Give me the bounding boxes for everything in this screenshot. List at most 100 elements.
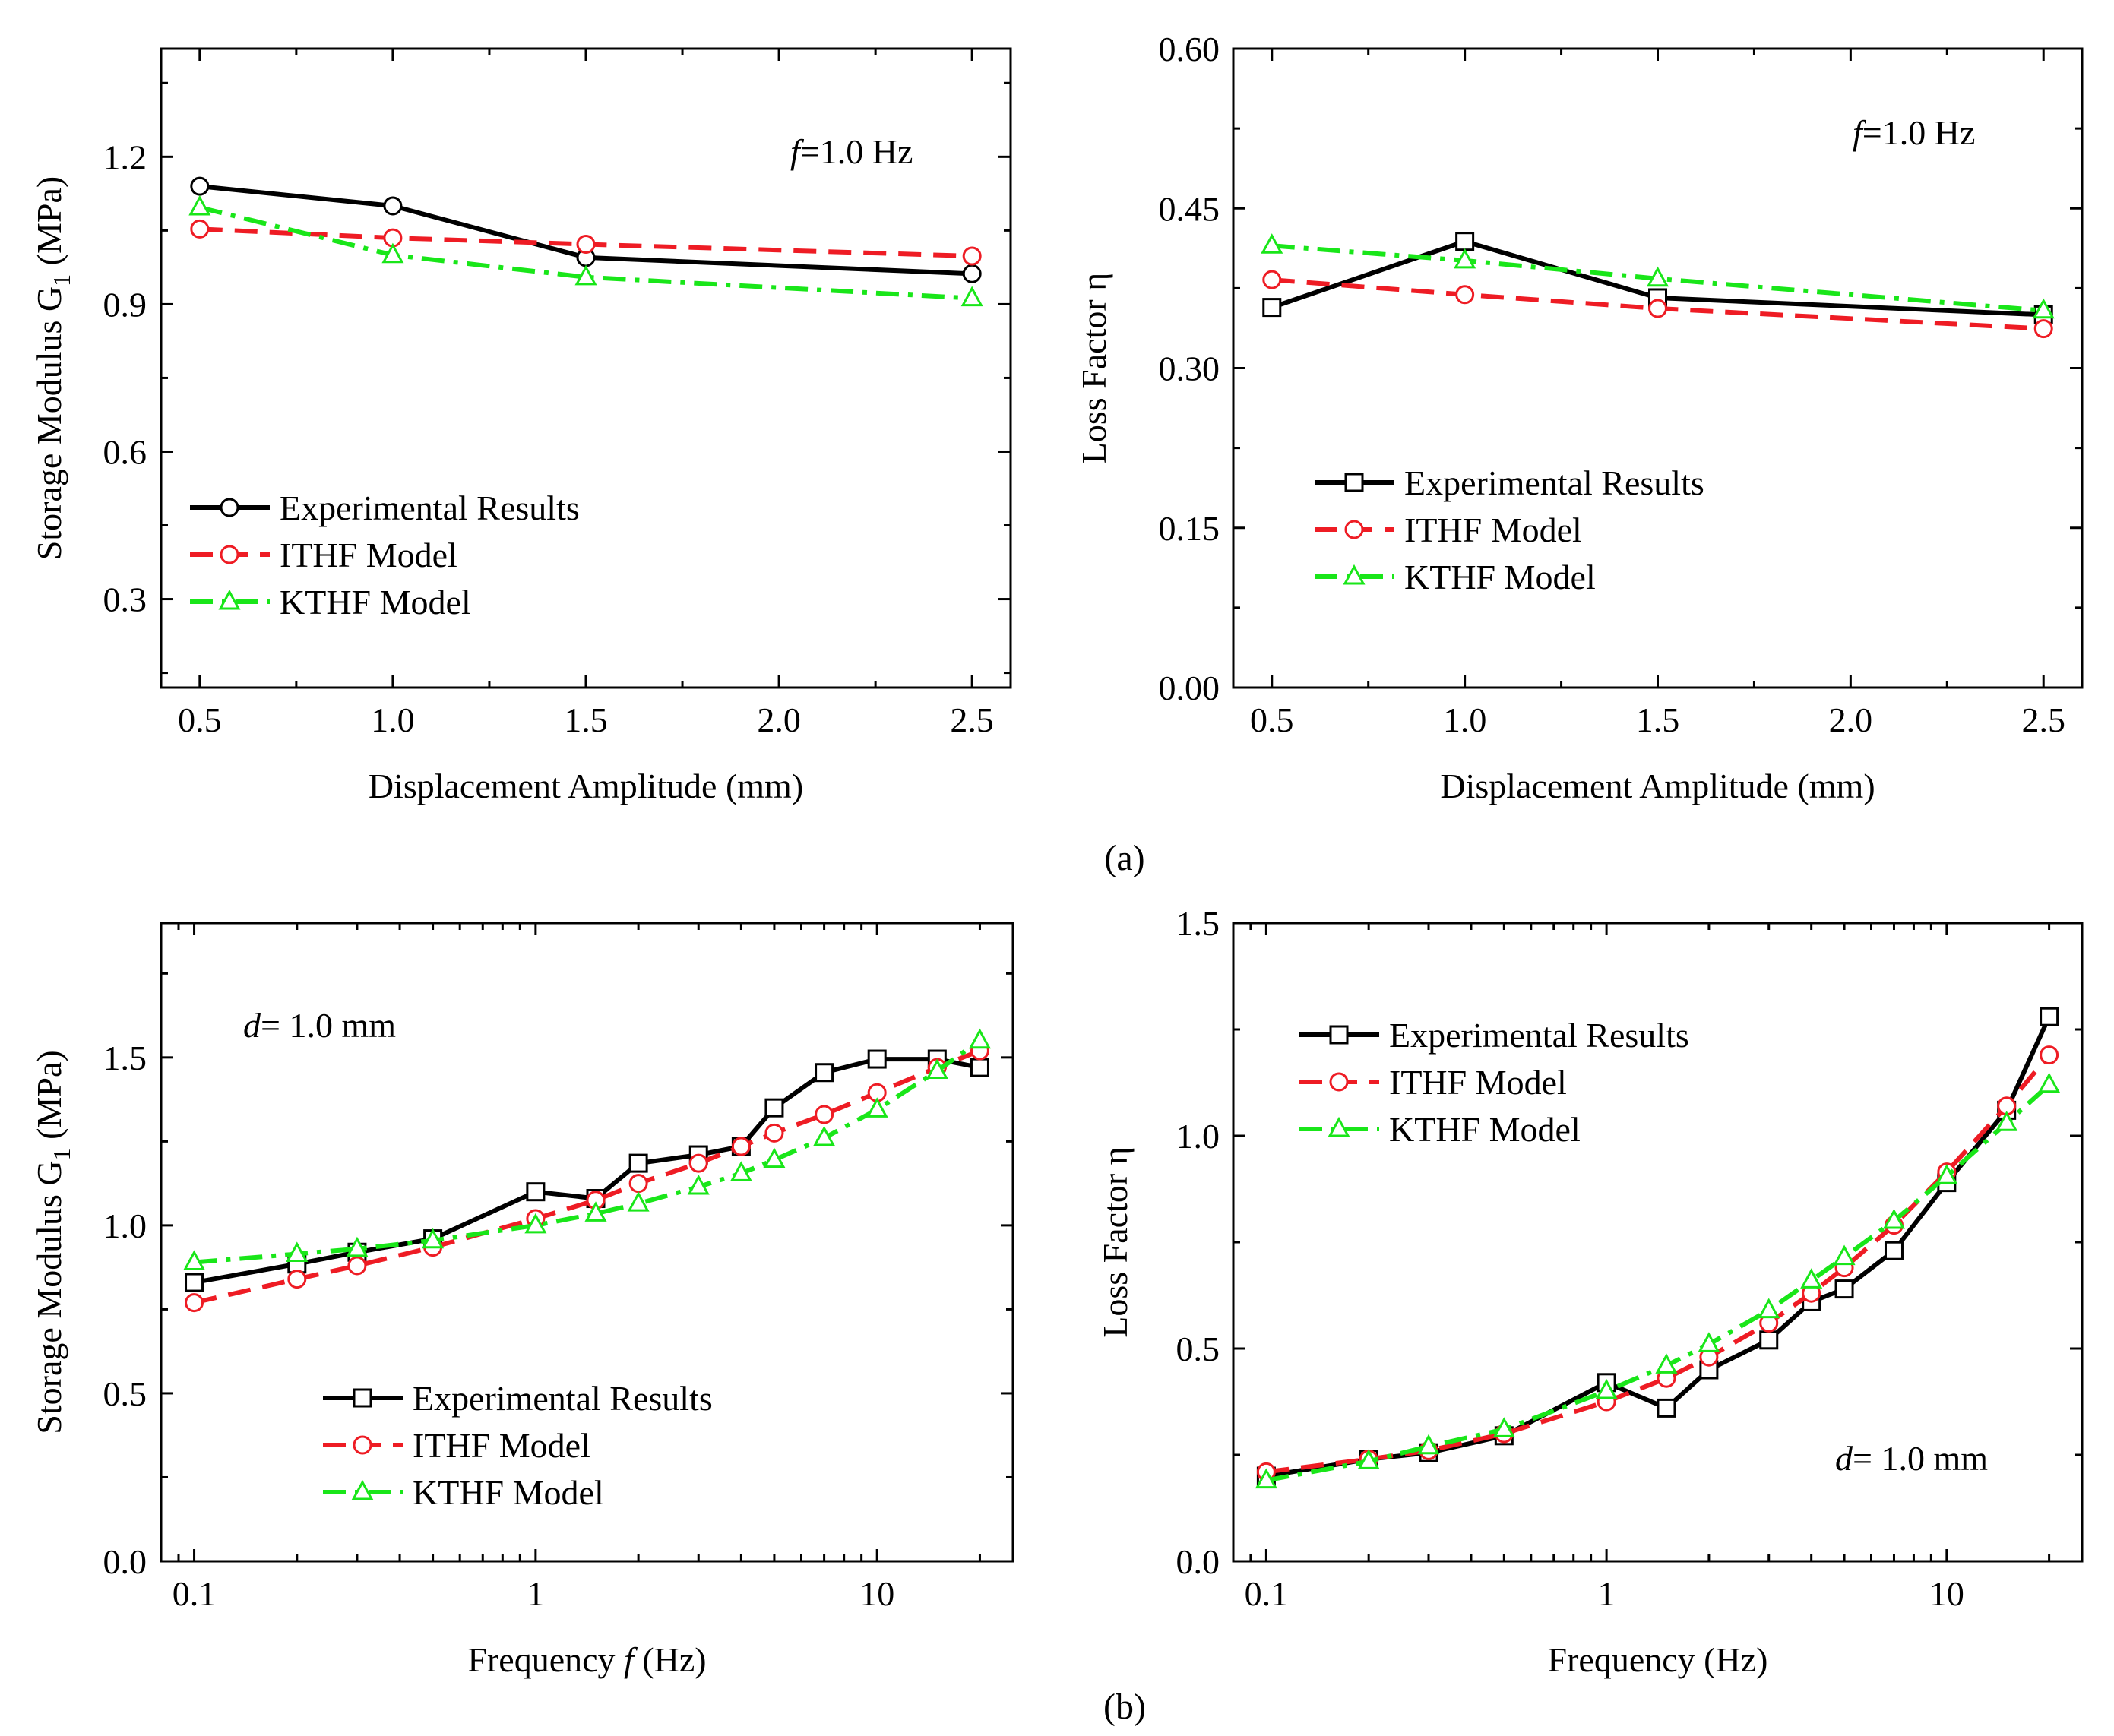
chart-storage-modulus-vs-frequency: 0.1 1 10 0.0 0.5 1.0 1.5 Frequency f (Hz) Storag… <box>30 922 1014 1679</box>
data-point-experimental <box>815 1063 834 1083</box>
data-point-kthf <box>183 1250 206 1271</box>
y-tick-label: 0.60 <box>1159 30 1220 68</box>
data-point-kthf <box>1595 1378 1618 1399</box>
x-tick-label: 0.1 <box>1245 1574 1289 1613</box>
series-line-experimental <box>193 1057 981 1285</box>
data-point-kthf <box>524 1213 547 1234</box>
legend-marker-kthf <box>1328 1116 1350 1137</box>
data-point-experimental <box>970 1058 989 1077</box>
data-point-kthf <box>729 1161 752 1181</box>
x-tick-label: 2.5 <box>2021 700 2065 739</box>
data-point-kthf <box>627 1191 650 1212</box>
legend-marker-experimental <box>1329 1025 1349 1045</box>
x-tick-label: 2.0 <box>1829 700 1873 739</box>
data-point-kthf <box>1417 1434 1440 1455</box>
data-point-kthf <box>346 1236 369 1257</box>
data-point-kthf <box>1655 1353 1678 1374</box>
series-line-kthf <box>194 1039 982 1265</box>
x-tick-label: 0.5 <box>178 700 222 739</box>
data-point-kthf <box>1698 1332 1720 1352</box>
series-kthf <box>188 194 983 307</box>
data-point-kthf <box>1800 1268 1823 1289</box>
x-tick-label: 10 <box>1929 1574 1964 1613</box>
series-line-kthf <box>199 205 973 301</box>
data-point-experimental <box>867 1049 887 1069</box>
legend-label-kthf: KTHF Model <box>1404 558 1596 596</box>
series-kthf <box>1255 1072 2061 1489</box>
legend: Experimental Results ITHF Model KTHF Model <box>190 489 580 621</box>
legend-marker-ithf <box>220 545 239 564</box>
panel-label-a: (a) <box>1104 838 1144 878</box>
data-point-kthf <box>1995 1111 2018 1131</box>
x-tick-label: 0.5 <box>1250 700 1294 739</box>
data-point-ithf <box>815 1105 834 1124</box>
condition-annotation: d= 1.0 mm <box>1835 1439 1988 1478</box>
data-point-experimental <box>526 1182 546 1202</box>
panel-label-b: (b) <box>1103 1687 1146 1727</box>
data-point-ithf <box>2040 1045 2059 1065</box>
data-point-experimental <box>185 1273 204 1292</box>
y-axis-label: Loss Factor η <box>1096 1146 1135 1337</box>
data-point-ithf <box>764 1123 784 1143</box>
data-point-kthf <box>1454 248 1476 269</box>
data-point-kthf <box>422 1228 445 1249</box>
y-axis-label: Storage Modulus G1 (MPa) <box>30 1050 75 1434</box>
data-point-kthf <box>813 1125 836 1146</box>
series-kthf <box>1261 233 2055 319</box>
data-point-kthf <box>926 1058 948 1080</box>
legend-marker-experimental <box>1344 473 1364 492</box>
legend-label-experimental: Experimental Results <box>1389 1016 1689 1055</box>
condition-annotation: d= 1.0 mm <box>243 1006 396 1045</box>
y-tick-label: 0.30 <box>1159 349 1220 388</box>
data-point-experimental <box>962 264 982 283</box>
x-tick-label: 1.0 <box>371 700 415 739</box>
data-point-ithf <box>190 219 210 239</box>
data-point-experimental <box>2040 1007 2059 1026</box>
data-point-kthf <box>1261 233 1283 254</box>
x-tick-label: 1 <box>1598 1574 1616 1613</box>
series-line-kthf <box>1271 243 2044 313</box>
data-point-experimental <box>764 1098 784 1118</box>
data-point-experimental <box>1834 1279 1854 1299</box>
data-point-ithf <box>688 1153 708 1173</box>
data-point-ithf <box>347 1256 367 1276</box>
data-point-experimental <box>1884 1241 1904 1260</box>
legend-label-ithf: ITHF Model <box>1389 1063 1567 1102</box>
x-tick-label: 1.0 <box>1443 700 1487 739</box>
data-point-ithf <box>185 1293 204 1313</box>
series-line-kthf <box>1265 1083 2051 1483</box>
legend-label-kthf: KTHF Model <box>280 583 471 621</box>
y-tick-label: 0.9 <box>103 285 147 324</box>
y-tick-label: 0.00 <box>1159 669 1220 707</box>
data-point-ithf <box>1648 299 1667 318</box>
data-point-ithf <box>628 1174 648 1194</box>
legend-label-experimental: Experimental Results <box>280 489 580 527</box>
data-point-kthf <box>2032 298 2055 319</box>
y-tick-label: 0.0 <box>103 1542 147 1581</box>
x-tick-label: 10 <box>859 1574 894 1613</box>
y-tick-label: 0.5 <box>1176 1330 1220 1368</box>
y-tick-label: 0.5 <box>103 1374 147 1413</box>
data-point-ithf <box>287 1270 307 1289</box>
legend: Experimental Results ITHF Model KTHF Model <box>323 1379 713 1512</box>
condition-annotation: f=1.0 Hz <box>790 132 913 171</box>
y-axis-label: Storage Modulus G1 (MPa) <box>30 176 75 560</box>
chart-loss-factor-vs-amplitude: 0.5 1.0 1.5 2.0 2.5 0.00 0.15 0.30 0.45 0.60 Displ… <box>1074 30 2084 805</box>
legend-marker-kthf <box>351 1479 374 1500</box>
y-tick-label: 0.15 <box>1159 509 1220 548</box>
series-kthf <box>183 1028 991 1271</box>
x-tick-label: 1 <box>527 1574 544 1613</box>
x-axis-label: Frequency f (Hz) <box>467 1640 706 1679</box>
data-point-kthf <box>687 1174 710 1195</box>
data-point-experimental <box>1455 232 1475 251</box>
data-point-experimental <box>1657 1398 1676 1418</box>
legend-label-ithf: ITHF Model <box>280 536 457 574</box>
legend-marker-ithf <box>1329 1072 1349 1092</box>
data-point-kthf <box>188 194 211 216</box>
data-point-kthf <box>968 1028 991 1049</box>
series-line-ithf <box>193 1048 981 1305</box>
x-axis-label: Displacement Amplitude (mm) <box>369 767 803 805</box>
legend-label-kthf: KTHF Model <box>1389 1110 1581 1149</box>
data-point-kthf <box>1935 1164 1958 1184</box>
series-line-ithf <box>1271 277 2044 331</box>
